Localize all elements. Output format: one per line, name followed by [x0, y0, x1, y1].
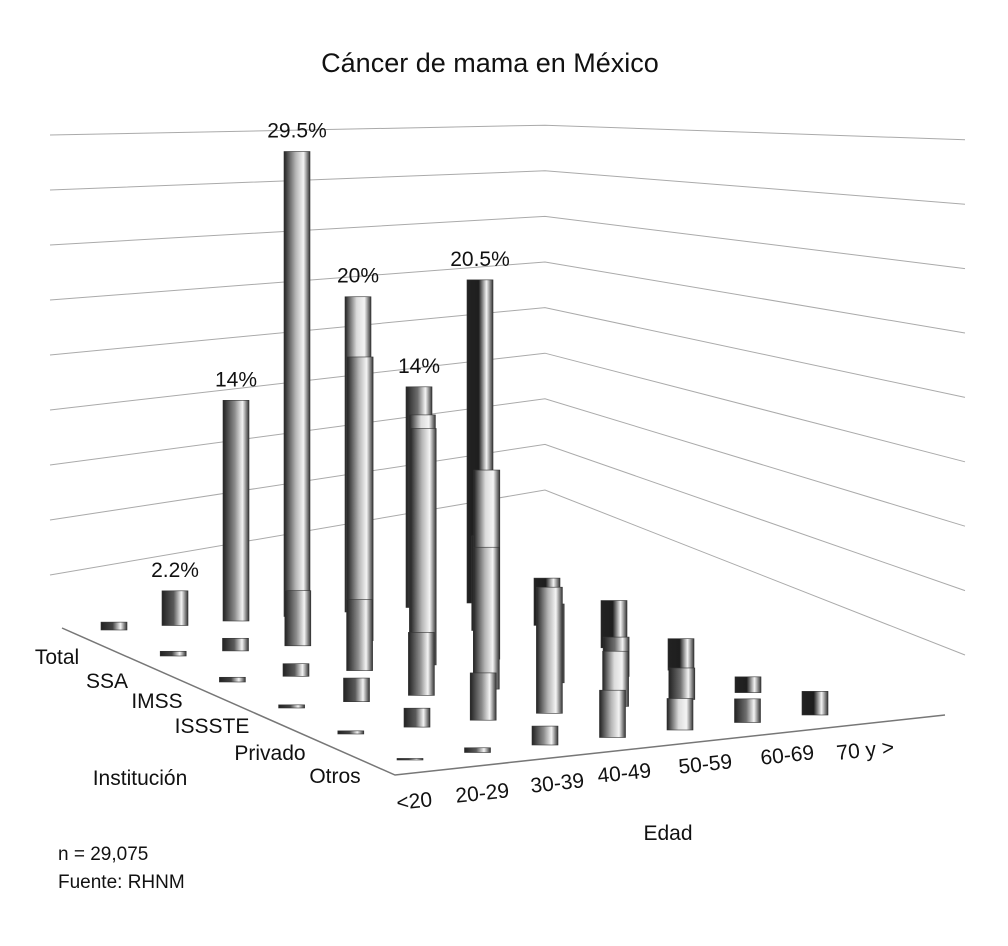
wall-line [49, 398, 966, 527]
chart-title: Cáncer de mama en México [321, 48, 659, 78]
bar [408, 632, 435, 696]
value-label: 20.5% [450, 248, 510, 271]
series-label: ISSSTE [175, 715, 250, 738]
x-tick-label: 70 y > [835, 736, 895, 765]
bar [396, 758, 424, 761]
bar [469, 672, 497, 721]
bar [282, 663, 310, 677]
bar [100, 621, 128, 631]
series-label: Privado [234, 742, 305, 765]
series-label: Otros [309, 765, 360, 788]
x-tick-label: 40-49 [596, 759, 652, 787]
bar [472, 546, 500, 690]
wall-line [49, 170, 966, 205]
bar [667, 638, 695, 671]
bar [801, 691, 829, 716]
bar [161, 590, 189, 626]
wall-line [49, 261, 966, 334]
bar [666, 698, 694, 731]
walls [49, 124, 966, 656]
bar [346, 599, 373, 671]
x-tick-label: 60-69 [759, 741, 815, 769]
x-tick-label: 30-39 [529, 769, 585, 797]
bar [531, 725, 559, 746]
value-label: 29.5% [267, 120, 327, 143]
bar [222, 400, 250, 622]
wall-line [49, 307, 966, 398]
value-label: 2.2% [151, 559, 199, 582]
bar [337, 730, 365, 735]
value-label: 20% [337, 265, 379, 288]
bar [283, 151, 311, 617]
bar [668, 667, 696, 700]
wall-line [49, 352, 966, 463]
note: n = 29,075 [58, 844, 148, 865]
bar [284, 590, 312, 647]
x-tick-label: 50-59 [677, 750, 733, 778]
wall-line [49, 443, 966, 592]
bar [536, 586, 563, 714]
x-tick-label: 20-29 [454, 779, 510, 807]
bar [409, 428, 437, 666]
bar [222, 637, 249, 652]
bar [346, 356, 374, 642]
bar [343, 677, 370, 702]
wall-line [49, 215, 966, 270]
bar [464, 747, 491, 753]
wall-line [49, 489, 966, 656]
value-label: 14% [215, 368, 257, 391]
bar [734, 698, 761, 723]
floor-edge [61, 627, 946, 776]
bar [159, 650, 187, 657]
series-label: IMSS [131, 690, 182, 713]
note: Fuente: RHNM [58, 872, 185, 893]
wall-line [49, 124, 966, 141]
bar [219, 676, 246, 683]
value-label: 14% [398, 355, 440, 378]
bar [403, 707, 431, 728]
series-label: Total [35, 646, 79, 669]
series-label: SSA [86, 670, 128, 693]
bar [599, 689, 626, 738]
series-axis-title: Institución [93, 767, 188, 790]
x-axis-title: Edad [643, 822, 692, 845]
bar [278, 704, 305, 709]
bars: 2.2% 14% 29.5% 20% 14% 20.5% [100, 120, 829, 761]
bar [734, 676, 762, 693]
x-tick-label: <20 [395, 788, 433, 815]
